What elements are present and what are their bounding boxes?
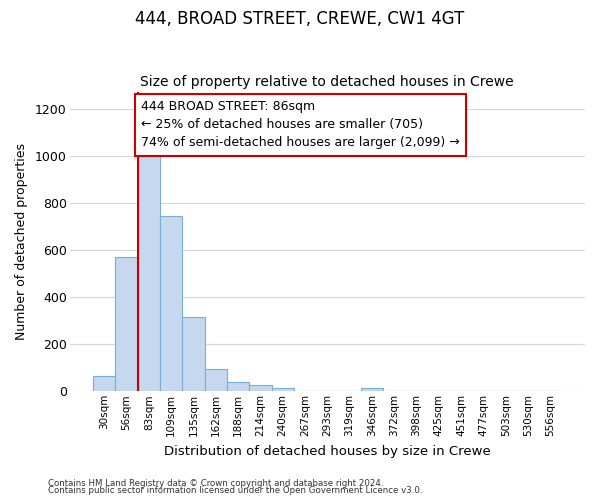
Bar <box>115 257 137 392</box>
Bar <box>227 382 249 392</box>
Title: Size of property relative to detached houses in Crewe: Size of property relative to detached ho… <box>140 76 514 90</box>
Bar <box>137 154 160 392</box>
X-axis label: Distribution of detached houses by size in Crewe: Distribution of detached houses by size … <box>164 444 491 458</box>
Bar <box>272 388 294 392</box>
Text: 444 BROAD STREET: 86sqm
← 25% of detached houses are smaller (705)
74% of semi-d: 444 BROAD STREET: 86sqm ← 25% of detache… <box>141 100 460 150</box>
Text: Contains public sector information licensed under the Open Government Licence v3: Contains public sector information licen… <box>48 486 422 495</box>
Bar <box>361 388 383 392</box>
Bar <box>182 317 205 392</box>
Y-axis label: Number of detached properties: Number of detached properties <box>15 143 28 340</box>
Bar <box>160 216 182 392</box>
Bar <box>205 369 227 392</box>
Bar <box>93 376 115 392</box>
Bar <box>249 386 272 392</box>
Text: 444, BROAD STREET, CREWE, CW1 4GT: 444, BROAD STREET, CREWE, CW1 4GT <box>136 10 464 28</box>
Text: Contains HM Land Registry data © Crown copyright and database right 2024.: Contains HM Land Registry data © Crown c… <box>48 478 383 488</box>
